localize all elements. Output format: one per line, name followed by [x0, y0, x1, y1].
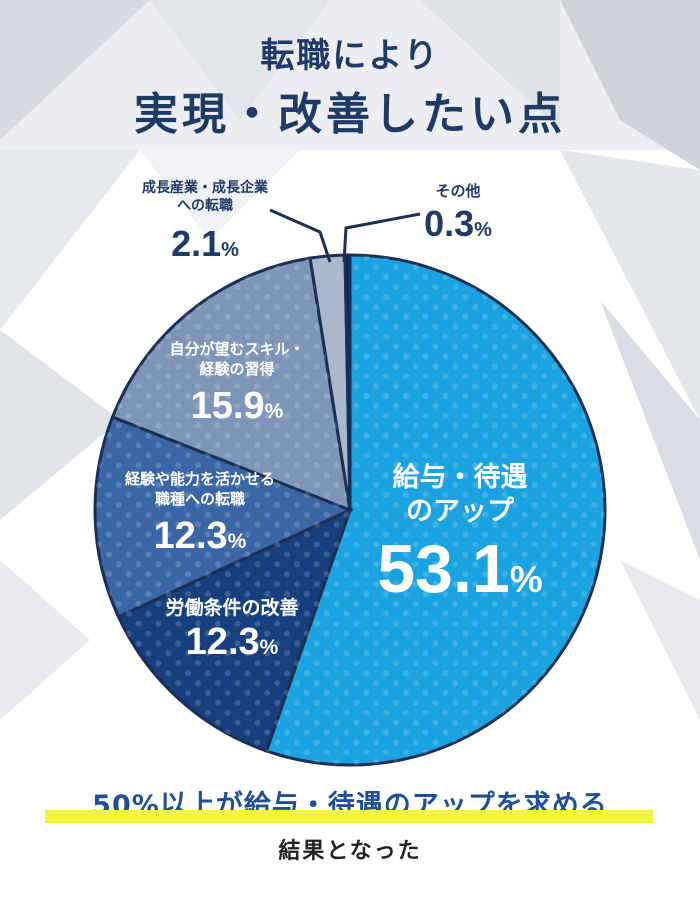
slice-label: 労働条件の改善	[165, 596, 298, 619]
slice-label: のアップ	[406, 496, 515, 527]
pie-slice-texture	[112, 258, 350, 510]
slice-label: への転職	[177, 197, 233, 214]
highlight-underline	[45, 810, 653, 823]
slice-value-label: 12.3%	[186, 621, 279, 663]
pie-slice-texture	[95, 417, 351, 617]
pie-slice-texture	[118, 510, 350, 751]
slice-value-label: 15.9%	[191, 385, 284, 427]
slice-label: 成長産業・成長企業	[142, 179, 269, 196]
slice-value-label: 53.1%	[377, 531, 542, 607]
pie-slice-texture	[266, 255, 606, 765]
slice-label: 給与・待遇	[393, 461, 528, 493]
footer-subline: 結果となった	[278, 839, 422, 864]
slice-value-label: 2.1%	[171, 223, 239, 264]
chart-title-line1: 転職により	[260, 36, 440, 76]
slice-label: その他	[435, 182, 480, 200]
chart-title-line2: 実現・改善したい点	[134, 89, 566, 140]
slice-label: 自分が望むスキル・	[169, 340, 304, 358]
leader-line	[269, 208, 332, 263]
leader-line	[342, 212, 421, 263]
slice-value-label: 0.3%	[424, 203, 492, 244]
slice-label: 経験の習得	[199, 360, 274, 378]
slice-value-label: 12.3%	[154, 515, 247, 557]
slice-label: 経験や能力を活かせる	[125, 470, 275, 488]
slice-label: 職種への転職	[155, 490, 245, 508]
